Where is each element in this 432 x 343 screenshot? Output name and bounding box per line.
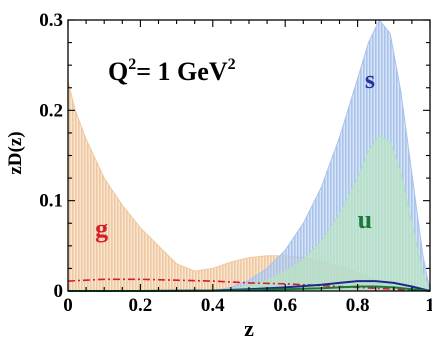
band-g [68, 81, 430, 292]
y-tick-label: 0.2 [39, 100, 63, 121]
q2-annotation-base: Q [108, 57, 128, 86]
series-label-layer: g s u [95, 65, 375, 243]
q2-annotation: Q2= 1 GeV2 [108, 56, 236, 86]
y-tick-label: 0.3 [39, 10, 63, 31]
x-tick-label: 0.6 [273, 295, 297, 316]
series-label-s: s [365, 65, 375, 94]
band-u [212, 135, 430, 291]
band-layer [67, 19, 431, 292]
x-tick-label: 0 [63, 295, 73, 316]
series-label-u: u [358, 205, 372, 234]
x-tick-label: 0.4 [201, 295, 225, 316]
q2-annotation-mid: = 1 GeV [136, 57, 228, 86]
y-tick-label: 0 [54, 281, 64, 302]
band-edge-s [212, 19, 431, 292]
x-tick-label: 0.8 [346, 295, 370, 316]
x-axis-title: z [244, 316, 254, 341]
y-tick-label: 0.1 [39, 191, 63, 212]
q2-annotation-exp2: 2 [228, 56, 236, 73]
series-label-g: g [95, 214, 108, 243]
q2-annotation-exp1: 2 [128, 56, 136, 73]
x-tick-label: 0.2 [129, 295, 153, 316]
x-tick-label: 1 [425, 295, 432, 316]
y-axis-title: zD(z) [5, 131, 26, 174]
tick-layer: 0 0.2 0.4 0.6 0.8 1 0 0.1 0.2 0.3 [39, 10, 432, 316]
